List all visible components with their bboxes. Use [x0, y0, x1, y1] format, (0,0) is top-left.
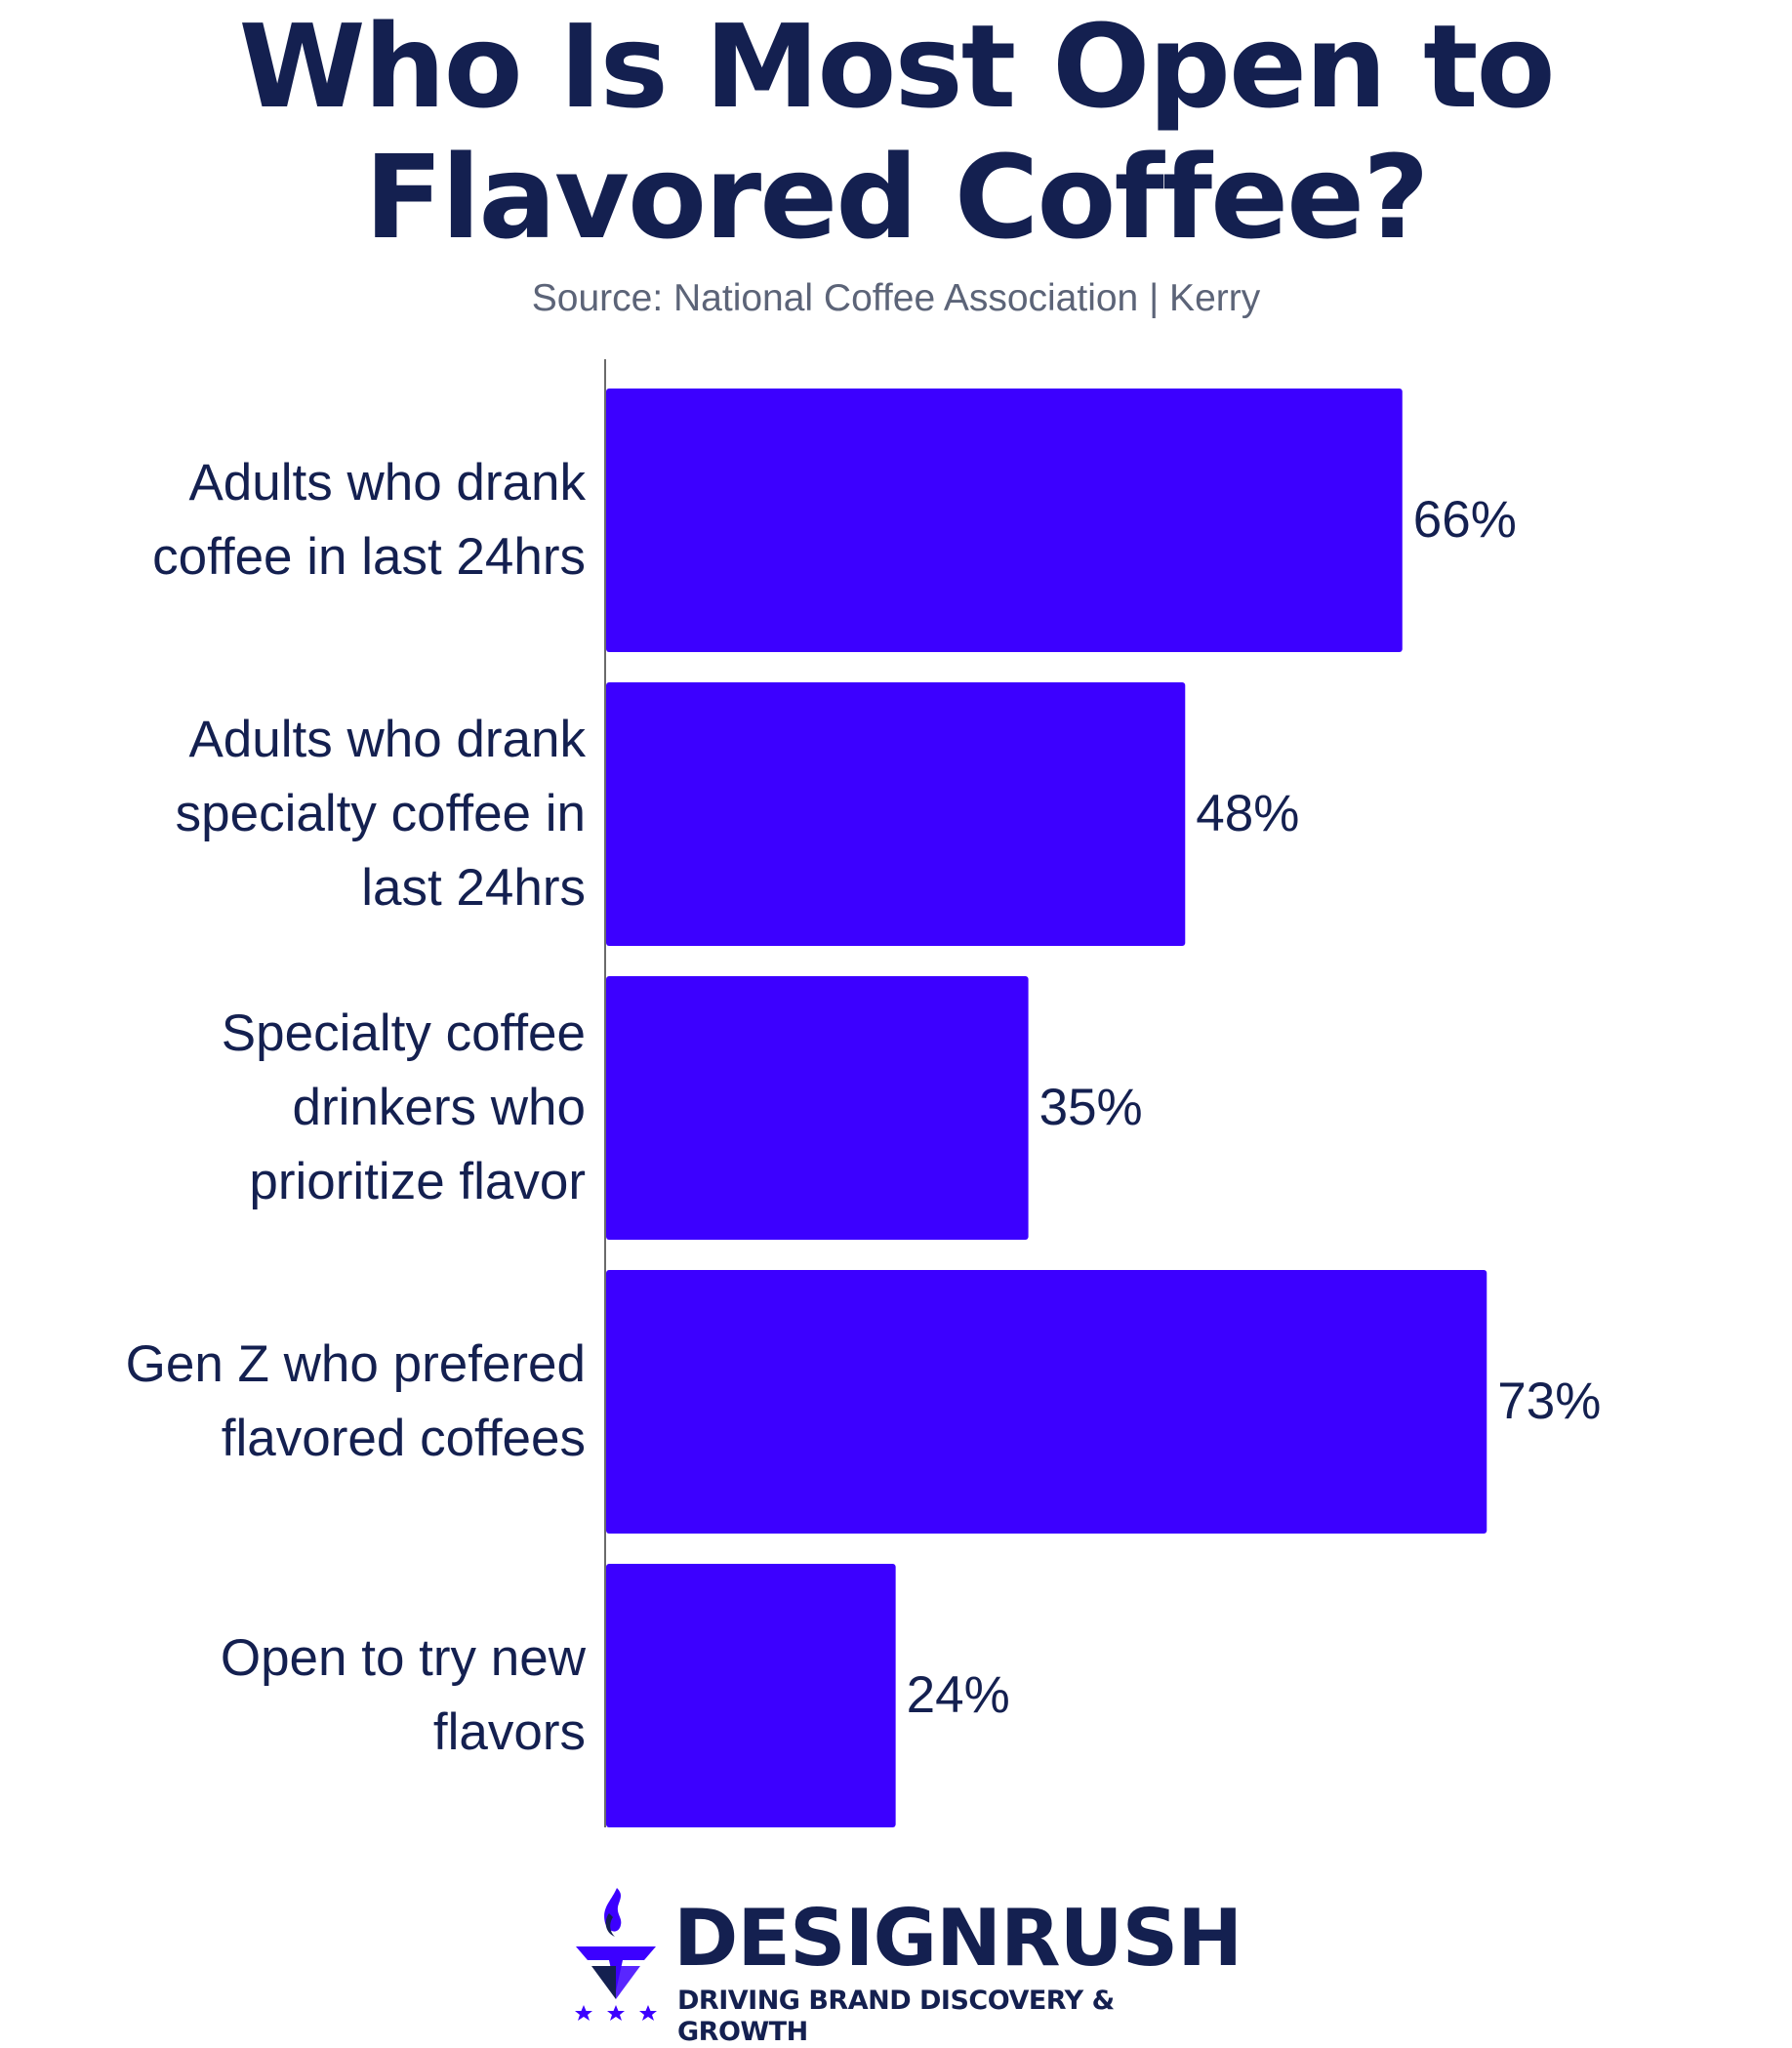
category-label-4-line-2: flavored coffees: [221, 1410, 586, 1467]
category-label-2-line-2: specialty coffee in: [175, 785, 586, 842]
designrush-logo: DESIGNRUSH DRIVING BRAND DISCOVERY & GRO…: [572, 1884, 1242, 2047]
chart-subtitle: Source: National Coffee Association | Ke…: [531, 277, 1261, 319]
bar-4: [606, 1270, 1487, 1534]
category-label-2-line-1: Adults who drank: [188, 711, 586, 768]
chart-title-line-2: Flavored Coffee?: [364, 130, 1429, 265]
category-label-3-line-3: prioritize flavor: [249, 1153, 586, 1210]
value-label-4: 73%: [1497, 1372, 1602, 1430]
value-label-5: 24%: [906, 1666, 1010, 1724]
brand-name: DESIGNRUSH: [673, 1893, 1242, 1984]
bar-2: [606, 682, 1186, 946]
category-label-2: Adults who drank specialty coffee in last …: [20, 703, 586, 925]
bar-3: [606, 976, 1029, 1240]
bar-1: [606, 389, 1403, 652]
chart-title-line-1: Who Is Most Open to: [238, 0, 1555, 134]
value-label-1: 66%: [1412, 491, 1517, 549]
bar-5: [606, 1564, 896, 1827]
designrush-logo-icon: [575, 1888, 657, 2021]
category-label-5-line-1: Open to try new: [220, 1629, 586, 1687]
value-label-3: 35%: [1039, 1079, 1143, 1136]
category-label-5: Open to try new flavors: [20, 1621, 586, 1770]
category-label-3-line-1: Specialty coffee: [221, 1004, 586, 1062]
category-label-1-line-1: Adults who drank: [188, 454, 586, 512]
category-label-3-line-2: drinkers who: [292, 1079, 586, 1136]
category-label-4-line-1: Gen Z who prefered: [125, 1335, 586, 1393]
brand-tagline: DRIVING BRAND DISCOVERY & GROWTH: [677, 1986, 1115, 2047]
category-label-5-line-2: flavors: [432, 1703, 586, 1761]
category-label-2-line-3: last 24hrs: [361, 859, 586, 917]
value-label-2: 48%: [1196, 785, 1300, 842]
category-label-1-line-2: coffee in last 24hrs: [152, 528, 586, 586]
category-label-4: Gen Z who prefered flavored coffees: [20, 1328, 586, 1476]
category-label-1: Adults who drank coffee in last 24hrs: [20, 446, 586, 594]
category-label-3: Specialty coffee drinkers who prioritize f…: [20, 997, 586, 1219]
